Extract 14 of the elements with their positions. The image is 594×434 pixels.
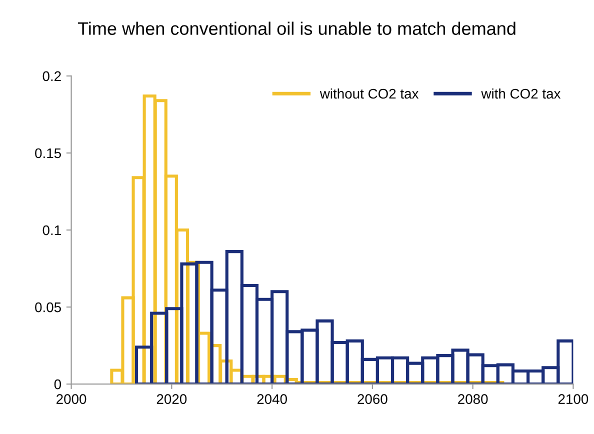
- x-tick-label: 2020: [156, 394, 187, 404]
- x-tick-label: 2060: [358, 394, 388, 404]
- y-tick-label: 0.15: [35, 148, 61, 158]
- y-tick-label: 0.1: [42, 225, 61, 236]
- y-tick-label: 0.2: [42, 71, 61, 82]
- x-tick-label: 2100: [558, 394, 588, 404]
- y-tick-label: 0: [54, 379, 62, 390]
- y-tick-label: 0.05: [35, 302, 61, 312]
- chart-title: Time when conventional oil is unable to match demand: [78, 22, 516, 35]
- legend-label: without CO2 tax: [320, 88, 419, 99]
- x-tick-label: 2000: [56, 394, 86, 404]
- x-tick-label: 2040: [257, 394, 287, 404]
- x-tick-label: 2080: [458, 394, 488, 404]
- legend-label: with CO2 tax: [481, 88, 561, 99]
